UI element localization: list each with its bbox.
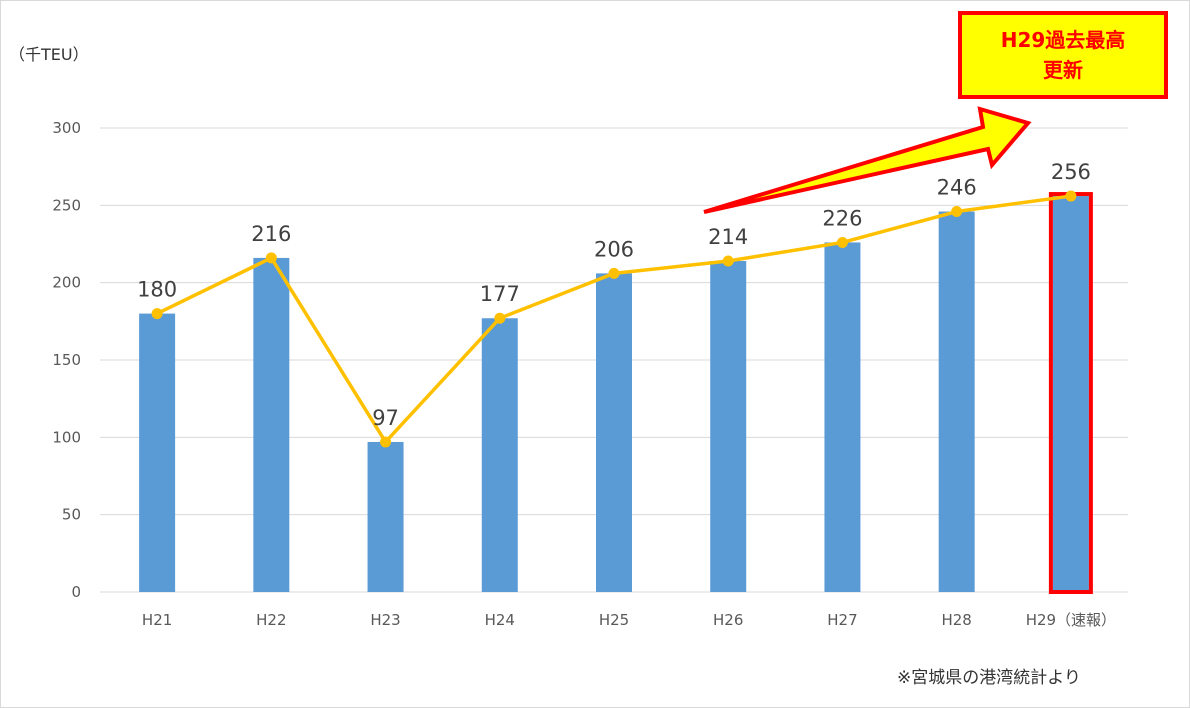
trend-line — [151, 190, 1077, 448]
x-tick-label: H21 — [142, 611, 172, 629]
y-tick-label: 300 — [52, 119, 81, 137]
x-tick-label: H25 — [599, 611, 629, 629]
line-point — [380, 436, 392, 448]
data-label: 226 — [822, 206, 862, 230]
bar — [824, 242, 861, 592]
x-tick-label: H24 — [485, 611, 515, 629]
x-axis-ticks: H21 H22 H23 H24 H25 H26 H27 H28 H29（速報） — [142, 611, 1116, 629]
data-label: 177 — [480, 282, 520, 306]
bar — [253, 257, 290, 592]
record-high-callout: H29過去最高 更新 — [958, 11, 1168, 99]
data-label: 246 — [937, 176, 977, 200]
line-point — [836, 236, 848, 248]
line-point — [1065, 190, 1077, 202]
line-point — [151, 308, 163, 320]
x-tick-label: H23 — [370, 611, 400, 629]
line-point — [608, 267, 620, 279]
x-tick-label: H22 — [256, 611, 286, 629]
y-axis-ticks: 0 50 100 150 200 250 300 — [52, 119, 81, 601]
x-tick-label: H27 — [827, 611, 857, 629]
bar — [481, 318, 518, 592]
data-label: 216 — [251, 222, 291, 246]
bar — [710, 261, 747, 592]
bar — [367, 441, 404, 592]
y-axis-unit-label: （千TEU） — [9, 45, 89, 64]
bar — [596, 273, 632, 592]
y-tick-label: 100 — [52, 428, 81, 446]
x-tick-label: H28 — [941, 611, 971, 629]
data-label: 206 — [594, 237, 634, 261]
bar — [938, 211, 975, 592]
trend-arrow — [703, 106, 1032, 214]
data-label: 214 — [708, 225, 748, 249]
line-point — [494, 312, 506, 324]
y-tick-label: 0 — [71, 583, 81, 601]
x-tick-label: H29（速報） — [1026, 611, 1116, 629]
data-labels: 180 216 97 177 206 214 226 246 256 — [137, 160, 1091, 430]
bar — [139, 313, 176, 592]
data-label: 180 — [137, 278, 177, 302]
bars — [139, 192, 1093, 594]
y-tick-label: 50 — [62, 506, 81, 524]
data-label: 97 — [372, 406, 399, 430]
y-tick-label: 200 — [52, 274, 81, 292]
trend-arrow-shape — [703, 106, 1032, 214]
source-note: ※宮城県の港湾統計より — [897, 668, 1081, 688]
y-tick-label: 150 — [52, 351, 81, 369]
line-point — [722, 255, 734, 267]
x-tick-label: H26 — [713, 611, 743, 629]
callout-line-1: H29過去最高 — [1000, 28, 1126, 52]
line-point — [951, 206, 963, 218]
callout-line-2: 更新 — [1043, 58, 1083, 82]
line-point — [265, 252, 277, 264]
bar — [1052, 196, 1089, 592]
data-label: 256 — [1051, 160, 1091, 184]
y-tick-label: 250 — [52, 196, 81, 214]
